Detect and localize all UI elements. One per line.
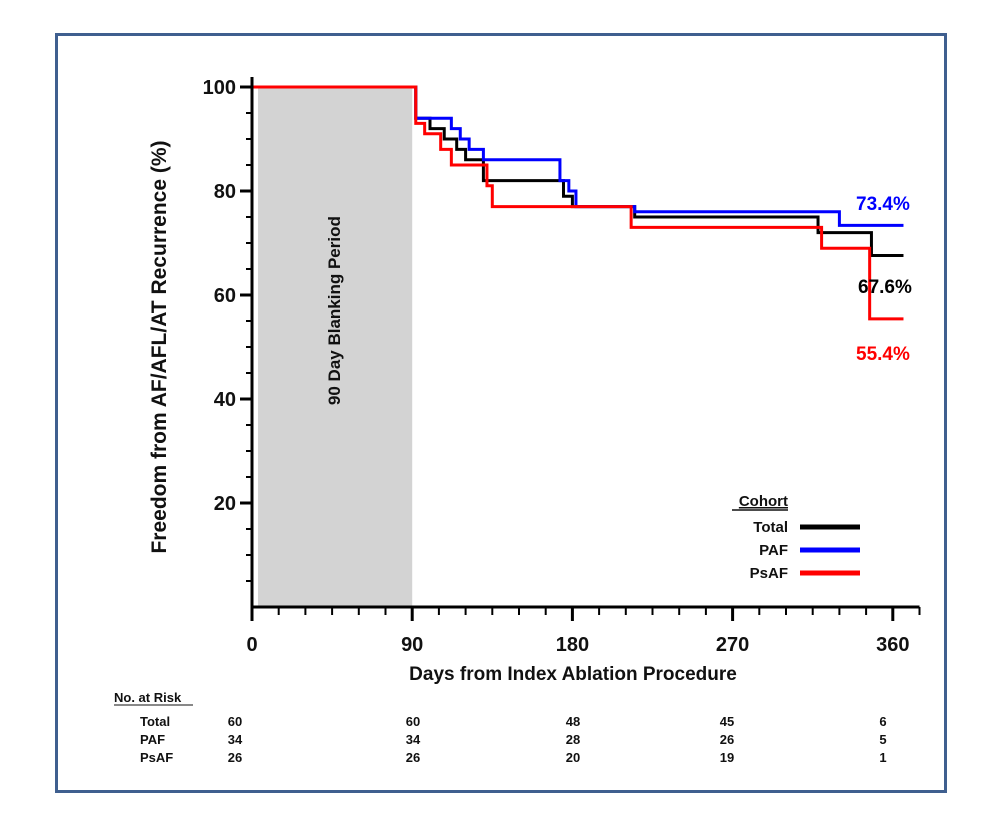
risk-cell: 26	[720, 732, 734, 747]
kaplan-meier-chart: 20 40 60 80 100 0 90 180 270 360 90 Day Blanking …	[114, 77, 921, 765]
legend-label-psaf: PsAF	[750, 565, 788, 582]
figure-frame: 20 40 60 80 100 0 90 180 270 360 90 Day Blanking …	[55, 33, 947, 793]
risk-cell: 1	[879, 750, 886, 765]
end-label-paf: 73.4%	[856, 194, 910, 215]
risk-cell: 26	[406, 750, 420, 765]
series-line-paf	[252, 85, 904, 227]
risk-cell: 34	[228, 732, 243, 747]
y-tick-label: 60	[214, 285, 236, 307]
x-tick-label: 180	[556, 634, 589, 656]
series-line-total	[252, 85, 904, 257]
y-axis-label: Freedom from AF/AFL/AT Recurrence (%)	[148, 140, 171, 553]
y-tick-label: 100	[203, 77, 236, 99]
legend-title: Cohort	[739, 493, 788, 510]
risk-cell: 20	[566, 750, 580, 765]
risk-cell: 34	[406, 732, 421, 747]
risk-cell: 45	[720, 714, 734, 729]
x-tick-label: 0	[246, 634, 257, 656]
risk-cell: 19	[720, 750, 734, 765]
risk-cell: 60	[406, 714, 420, 729]
x-tick-label: 360	[876, 634, 909, 656]
y-tick-label: 80	[214, 181, 236, 203]
risk-cell: 60	[228, 714, 242, 729]
legend-label-total: Total	[753, 519, 788, 536]
blanking-period-region	[258, 87, 413, 607]
risk-row-label: PAF	[140, 732, 165, 747]
risk-row-label: Total	[140, 714, 170, 729]
risk-row-label: PsAF	[140, 750, 173, 765]
risk-cell: 5	[879, 732, 886, 747]
risk-cell: 48	[566, 714, 580, 729]
x-tick-label: 270	[716, 634, 749, 656]
series-line-psaf	[252, 85, 904, 321]
blanking-period-label: 90 Day Blanking Period	[325, 216, 344, 405]
legend-label-paf: PAF	[759, 542, 788, 559]
y-tick-label: 20	[214, 493, 236, 515]
risk-cell: 28	[566, 732, 580, 747]
risk-cell: 6	[879, 714, 886, 729]
risk-table-title: No. at Risk	[114, 690, 182, 705]
x-tick-label: 90	[401, 634, 423, 656]
risk-cell: 26	[228, 750, 242, 765]
end-label-total: 67.6%	[858, 277, 912, 298]
end-label-psaf: 55.4%	[856, 344, 910, 365]
y-tick-label: 40	[214, 389, 236, 411]
x-axis-label: Days from Index Ablation Procedure	[409, 664, 737, 685]
